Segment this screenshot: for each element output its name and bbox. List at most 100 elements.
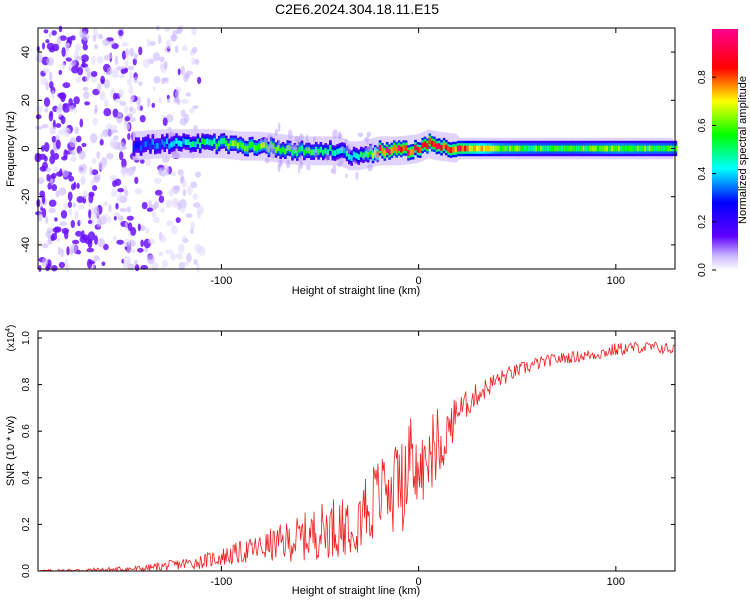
- ridge-speckle: [293, 143, 298, 154]
- noise-speckle: [94, 44, 98, 50]
- ridge-speckle: [298, 164, 300, 174]
- ridge-cell: [369, 148, 372, 155]
- ridge-cell: [291, 149, 294, 156]
- ridge-cell: [530, 145, 533, 152]
- noise-speckle: [99, 91, 106, 101]
- noise-speckle: [176, 99, 181, 105]
- noise-speckle: [192, 105, 199, 110]
- ridge-cell: [232, 140, 235, 147]
- ridge-speckle: [357, 132, 363, 138]
- noise-speckle: [154, 189, 163, 196]
- noise-speckle: [109, 138, 116, 149]
- noise-speckle: [153, 216, 160, 223]
- y-tick-label: 40: [20, 46, 32, 58]
- noise-speckle: [127, 66, 135, 71]
- ridge-cell: [473, 145, 476, 152]
- noise-speckle: [74, 126, 79, 135]
- ridge-cell: [414, 144, 417, 151]
- noise-speckle: [109, 174, 117, 182]
- ridge-cell: [191, 141, 195, 147]
- ridge-cell: [636, 145, 640, 152]
- noise-speckle: [174, 45, 179, 53]
- ridge-cell: [151, 138, 155, 145]
- ridge-cell: [643, 145, 647, 152]
- ridge-cell: [511, 145, 514, 152]
- ridge-speckle: [338, 157, 344, 165]
- noise-speckle: [142, 58, 150, 69]
- ridge-cell: [648, 145, 652, 152]
- ridge-cell: [163, 141, 166, 148]
- noise-speckle: [175, 217, 181, 224]
- ridge-cell: [352, 151, 356, 158]
- spectrogram-x-axis-label: Height of straight line (km): [292, 285, 420, 297]
- noise-speckle: [97, 83, 102, 92]
- ridge-cell: [544, 145, 547, 152]
- noise-speckle: [141, 201, 148, 210]
- ridge-cell: [310, 149, 313, 156]
- noise-speckle: [176, 252, 183, 260]
- noise-speckle: [126, 78, 133, 87]
- noise-speckle: [170, 225, 178, 235]
- ridge-cell: [227, 143, 230, 150]
- noise-speckle: [42, 42, 45, 50]
- noise-speckle: [158, 195, 165, 203]
- noise-speckle: [87, 258, 93, 269]
- ridge-cell: [539, 145, 543, 152]
- noise-speckle: [171, 197, 179, 208]
- noise-speckle: [49, 81, 54, 89]
- noise-speckle: [70, 156, 77, 162]
- noise-speckle: [41, 123, 49, 129]
- ridge-speckle: [306, 164, 311, 171]
- ridge-cell: [165, 138, 169, 144]
- noise-speckle: [196, 263, 200, 273]
- ridge-cell: [587, 145, 590, 152]
- ridge-cell: [492, 145, 495, 152]
- noise-speckle: [138, 81, 143, 86]
- noise-speckle: [117, 111, 123, 117]
- noise-speckle: [48, 207, 56, 214]
- ridge-cell: [485, 145, 488, 152]
- noise-speckle: [37, 177, 45, 185]
- ridge-cell: [419, 147, 422, 154]
- ridge-cell: [570, 145, 574, 152]
- ridge-cell: [248, 142, 252, 148]
- noise-speckle: [165, 249, 174, 255]
- noise-speckle: [151, 102, 156, 108]
- noise-speckle: [48, 112, 54, 122]
- noise-speckle: [42, 243, 48, 249]
- ridge-speckle: [313, 149, 319, 158]
- noise-speckle: [183, 73, 189, 83]
- ridge-cell: [225, 140, 228, 147]
- noise-speckle: [180, 65, 185, 76]
- noise-speckle: [125, 48, 129, 58]
- noise-speckle: [76, 182, 80, 189]
- noise-speckle: [182, 235, 188, 244]
- ridge-speckle: [375, 144, 379, 151]
- noise-speckle: [97, 238, 106, 248]
- ridge-cell: [610, 145, 614, 152]
- noise-speckle: [66, 264, 70, 273]
- colorbar-gradient: [712, 29, 738, 270]
- ridge-cell: [461, 145, 465, 152]
- y-tick-label: 0.2: [21, 517, 32, 531]
- ridge-cell: [416, 146, 420, 153]
- noise-speckle: [121, 158, 127, 169]
- ridge-cell: [383, 150, 387, 156]
- ridge-cell: [468, 145, 472, 152]
- ridge-cell: [613, 145, 616, 152]
- noise-speckle: [140, 239, 144, 248]
- ridge-cell: [639, 145, 642, 152]
- noise-speckle: [170, 170, 176, 177]
- noise-speckle: [84, 67, 90, 73]
- ridge-speckle: [344, 138, 348, 144]
- ridge-cell: [518, 145, 521, 152]
- noise-speckle: [124, 221, 128, 231]
- ridge-cell: [364, 151, 368, 157]
- noise-speckle: [134, 259, 138, 266]
- noise-speckle: [111, 188, 118, 197]
- noise-speckle: [134, 264, 140, 272]
- ridge-cell: [549, 145, 552, 152]
- noise-speckle: [55, 139, 61, 150]
- ridge-cell: [561, 145, 564, 152]
- noise-speckle: [43, 155, 48, 162]
